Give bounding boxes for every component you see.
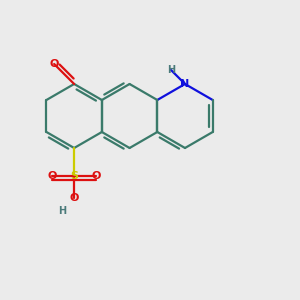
Text: H: H <box>58 206 66 216</box>
Text: N: N <box>180 79 190 89</box>
Text: O: O <box>70 193 79 203</box>
Text: S: S <box>70 171 78 181</box>
Text: O: O <box>47 171 57 181</box>
Text: H: H <box>167 65 175 75</box>
Text: O: O <box>50 59 59 69</box>
Text: O: O <box>92 171 101 181</box>
